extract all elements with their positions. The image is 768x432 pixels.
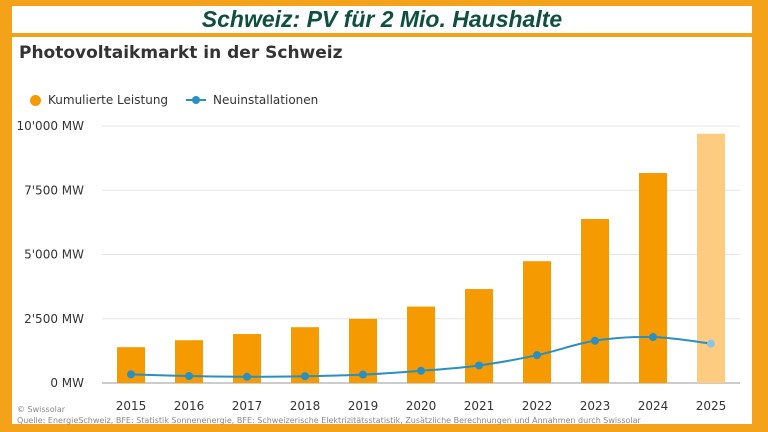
x-tick-label: 2018 (290, 399, 321, 413)
line-point (359, 370, 367, 379)
legend-line-label: Neuinstallationen (213, 93, 319, 107)
line-point (707, 339, 715, 348)
x-tick-label: 2021 (464, 399, 495, 413)
legend-item-line[interactable]: Neuinstallationen (186, 93, 318, 107)
chart-panel: Photovoltaikmarkt in der Schweiz Kumulie… (12, 37, 752, 425)
bar (639, 173, 667, 383)
x-tick-label: 2020 (406, 399, 437, 413)
x-tick-label: 2016 (174, 399, 205, 413)
line-point (591, 336, 599, 345)
legend-bar-label: Kumulierte Leistung (48, 93, 169, 107)
banner: Schweiz: PV für 2 Mio. Haushalte (12, 6, 752, 33)
y-tick-label: 7'500 MW (24, 183, 84, 197)
legend-item-bar[interactable]: Kumulierte Leistung (30, 93, 168, 107)
x-tick-label: 2023 (580, 399, 611, 413)
bar (523, 261, 551, 383)
x-tick-label: 2025 (696, 399, 727, 413)
legend-line-swatch (186, 96, 207, 104)
y-tick-label: 10'000 MW (16, 119, 84, 133)
y-tick-label: 2'500 MW (24, 312, 84, 326)
line-point (127, 370, 135, 379)
line-point (649, 333, 657, 342)
x-tick-label: 2022 (522, 399, 553, 413)
line-point (475, 361, 483, 370)
y-tick-label: 5'000 MW (24, 248, 84, 262)
line-point (417, 366, 425, 375)
line-point (533, 351, 541, 360)
x-tick-label: 2019 (348, 399, 379, 413)
chart-title: Photovoltaikmarkt in der Schweiz (19, 43, 343, 63)
bar (581, 218, 609, 383)
chart-legend: Kumulierte Leistung Neuinstallationen (30, 93, 336, 107)
chart-plot: 0 MW 2'500 MW 5'000 MW 7'500 MW 10'000 MW 201… (16, 119, 740, 413)
x-tick-label: 2017 (232, 399, 263, 413)
y-tick-label: 0 MW (50, 376, 84, 390)
line-point (185, 372, 193, 381)
footer-copyright: © Swissolar (17, 405, 66, 414)
line-point (243, 372, 251, 381)
banner-title: Schweiz: PV für 2 Mio. Haushalte (201, 6, 563, 32)
x-tick-label: 2024 (638, 399, 669, 413)
legend-bar-swatch (30, 94, 41, 106)
x-tick-label: 2015 (116, 399, 147, 413)
footer-source: Quelle: EnergieSchweiz, BFE: Statistik S… (17, 416, 641, 425)
line-point (301, 372, 309, 381)
